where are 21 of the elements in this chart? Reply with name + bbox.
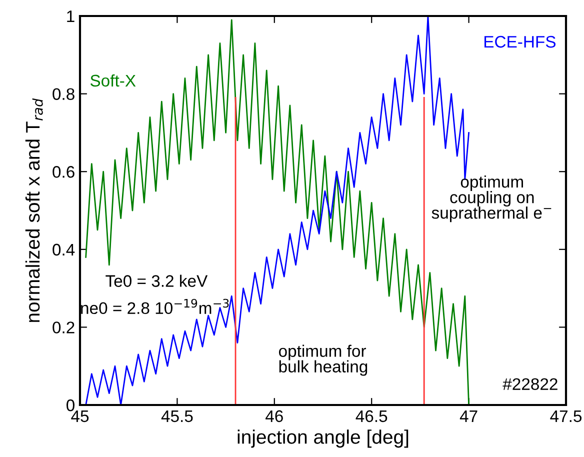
y-tick-label: 0.6 [52,166,74,178]
y-tick-label: 0.2 [52,322,74,334]
y-tick-label: 0 [66,399,74,412]
annotation: optimum coupling on suprathermal e$^{−}$ [432,175,552,222]
x-tick-label: 46 [266,410,283,422]
x-tick-label: 47 [460,410,478,422]
x-axis-title: injection angle [deg] [238,430,408,448]
x-tick-label: 45 [71,410,89,422]
y-tick-label: 1 [67,10,74,22]
annotation: Te0 = 3.2 keV [106,274,208,287]
annotation: optimum for bulk heating [278,344,368,376]
x-tick-label: 45.5 [161,410,193,422]
series-label: Soft-X [90,74,136,87]
y-tick-label: 0.8 [52,88,74,100]
x-tick-label: 47.5 [550,410,582,422]
annotation: ne0 = 2.8 10$^{−19}$m$^{−3}$ [81,298,229,314]
y-tick-label: 0.4 [52,244,75,256]
annotation: #22822 [502,378,558,390]
text: ECE-HFS [484,36,556,48]
x-tick-label: 46.5 [356,410,388,422]
y-axis-title: normalized soft x and T$_{rad}$ [25,98,43,322]
